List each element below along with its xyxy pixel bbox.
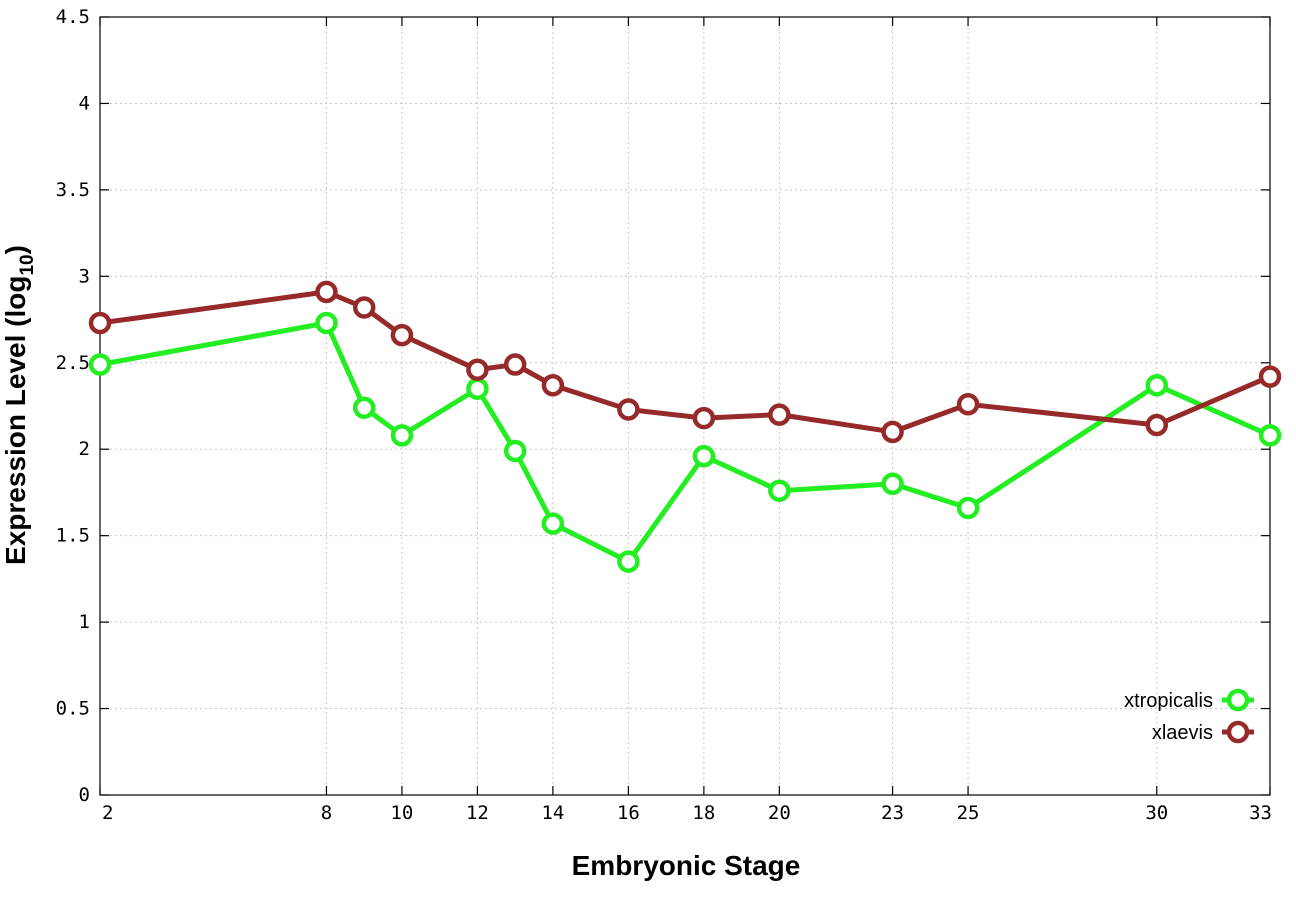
x-tick-label: 14 — [541, 802, 564, 824]
data-point-xlaevis — [315, 280, 338, 304]
data-point-xlaevis — [1145, 413, 1169, 437]
x-tick-label: 33 — [1249, 802, 1272, 824]
data-point-xlaevis — [503, 353, 527, 376]
y-tick-label: 4 — [79, 92, 90, 114]
y-tick-label: 0.5 — [56, 698, 90, 720]
data-point-xtropicalis — [503, 439, 527, 463]
x-tick-label: 25 — [957, 802, 980, 824]
y-tick-label: 1 — [79, 611, 90, 633]
series-line-xtropicalis — [99, 320, 1272, 565]
x-tick-label: 18 — [692, 802, 715, 824]
data-point-xlaevis — [881, 420, 904, 444]
y-tick-label: 1.5 — [56, 525, 90, 547]
data-point-xtropicalis — [88, 353, 112, 376]
data-point-xlaevis — [541, 374, 565, 397]
data-point-xlaevis — [466, 358, 489, 381]
legend-marker-xlaevis — [1226, 720, 1250, 744]
data-point-xtropicalis — [390, 424, 414, 447]
data-point-xtropicalis — [692, 444, 716, 468]
series-layer — [88, 280, 1282, 573]
y-tick-label: 2.5 — [56, 352, 90, 374]
data-point-xlaevis — [352, 296, 376, 319]
data-point-xlaevis — [1258, 365, 1282, 388]
series-line-xlaevis — [99, 289, 1271, 435]
x-tick-label: 16 — [617, 802, 640, 824]
y-tick-label: 3 — [79, 265, 90, 287]
legend: xtropicalis xlaevis — [1124, 688, 1254, 744]
data-point-xtropicalis — [541, 512, 565, 535]
data-point-xtropicalis — [881, 472, 904, 496]
y-tick-label: 4.5 — [56, 6, 90, 28]
series-xtropicalis — [88, 311, 1282, 573]
plot-frame — [99, 16, 1271, 796]
data-point-xtropicalis — [315, 311, 338, 335]
legend-marker-xtropicalis — [1226, 688, 1250, 712]
data-point-xtropicalis — [956, 496, 980, 520]
y-axis-title-main: Expression Level (log — [0, 276, 31, 565]
data-point-xlaevis — [617, 398, 640, 421]
x-axis-title: Embryonic Stage — [572, 850, 801, 881]
y-tick-label: 2 — [79, 438, 90, 460]
data-point-xlaevis — [956, 393, 980, 416]
data-point-xtropicalis — [1145, 374, 1169, 397]
data-point-xtropicalis — [768, 479, 791, 502]
data-point-xlaevis — [692, 406, 716, 430]
data-point-xlaevis — [88, 311, 112, 335]
legend-label-xtropicalis: xtropicalis — [1124, 690, 1213, 712]
data-point-xtropicalis — [617, 550, 640, 573]
y-tick-label: 0 — [79, 784, 90, 806]
x-tick-label: 30 — [1145, 802, 1168, 824]
legend-label-xlaevis: xlaevis — [1152, 722, 1213, 744]
data-point-xtropicalis — [352, 396, 376, 419]
grid — [100, 17, 1270, 795]
axis-ticks: 0 0.5 1 1.5 2 2.5 3 3.5 4 4.5 2 8 10 12 14 16 18 20 23 25 30… — [56, 6, 1272, 824]
data-point-xtropicalis — [1258, 424, 1282, 447]
data-point-xlaevis — [768, 403, 791, 426]
data-point-xtropicalis — [466, 377, 489, 400]
series-xlaevis — [88, 280, 1282, 444]
y-tick-label: 3.5 — [56, 179, 90, 201]
data-point-xlaevis — [390, 323, 414, 347]
y-axis-title-close: ) — [0, 245, 31, 254]
x-tick-label: 20 — [768, 802, 791, 824]
x-tick-label: 23 — [881, 802, 904, 824]
y-axis-title: Expression Level (log10) — [0, 245, 38, 565]
y-axis-title-subscript: 10 — [17, 254, 38, 275]
x-tick-label: 12 — [466, 802, 489, 824]
x-tick-label: 2 — [102, 802, 113, 824]
x-tick-label: 8 — [321, 802, 332, 824]
x-tick-label: 10 — [390, 802, 413, 824]
